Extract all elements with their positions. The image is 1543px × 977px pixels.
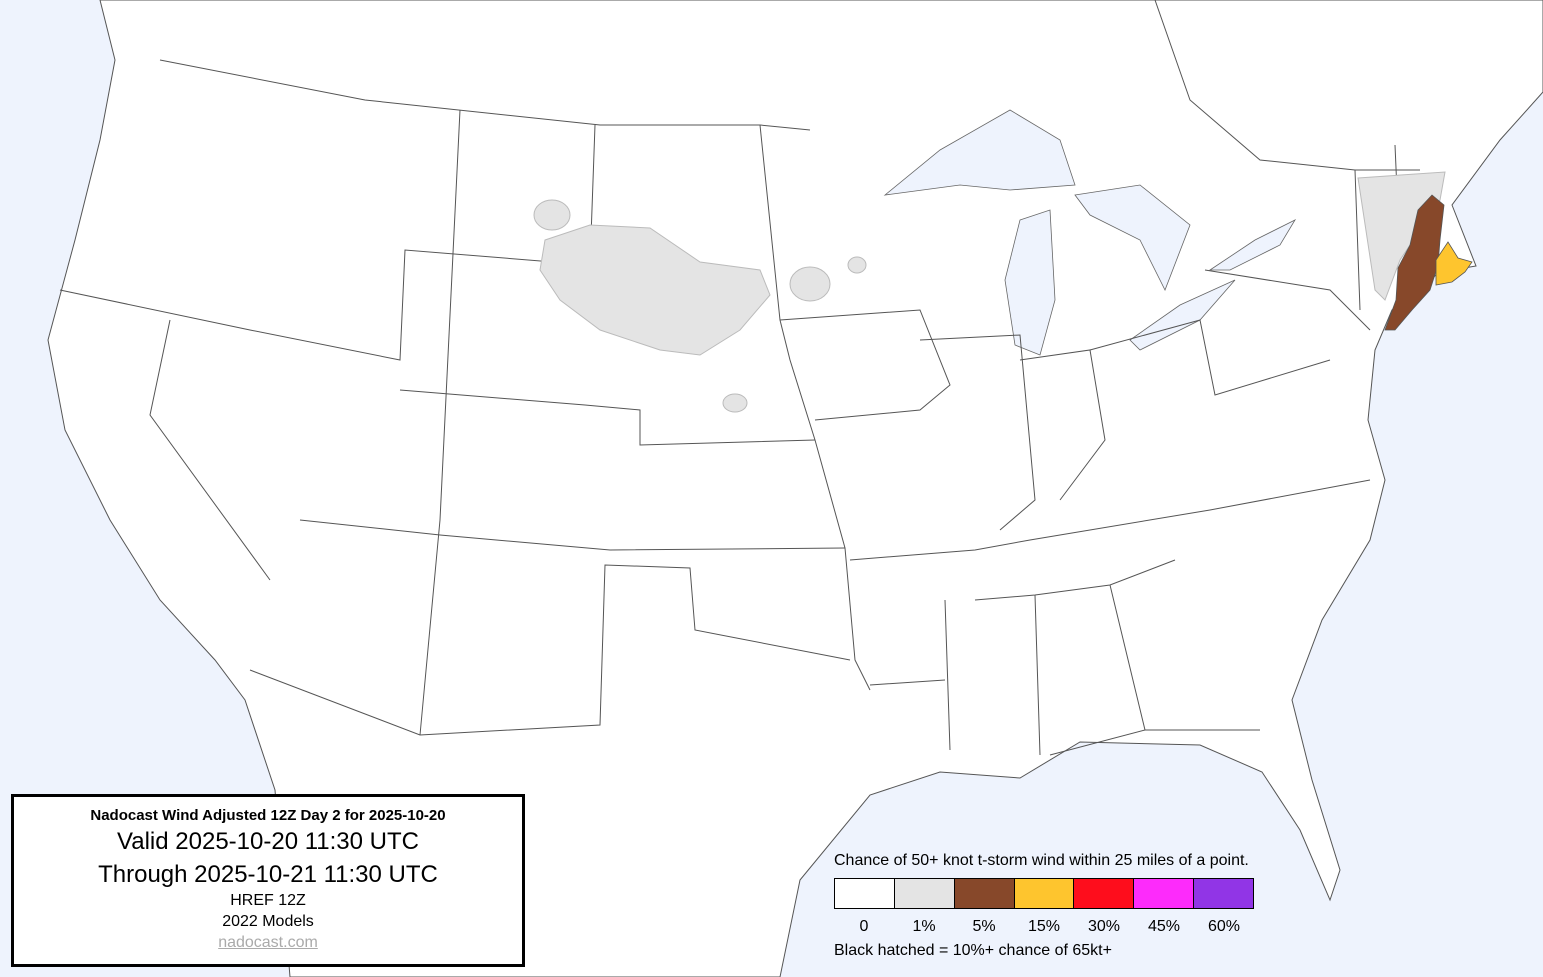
forecast-info-box: Nadocast Wind Adjusted 12Z Day 2 for 202… — [11, 794, 525, 967]
legend-swatch — [1194, 879, 1254, 908]
valid-time: Valid 2025-10-20 11:30 UTC — [117, 828, 419, 855]
legend-swatch — [1014, 879, 1075, 908]
legend-note: Black hatched = 10%+ chance of 65kt+ — [834, 942, 1112, 959]
legend-label: 1% — [912, 918, 936, 935]
legend-labels: 0 1% 5% 15% 30% 45% 60% — [834, 918, 1254, 936]
nadocast-link[interactable]: nadocast.com — [218, 934, 318, 951]
legend-swatch — [894, 879, 955, 908]
forecast-title: Nadocast Wind Adjusted 12Z Day 2 for 202… — [90, 807, 446, 824]
legend: Chance of 50+ knot t-storm wind within 2… — [834, 852, 1254, 960]
great-lakes — [883, 109, 1297, 356]
legend-swatch — [1134, 879, 1195, 908]
model-version: 2022 Models — [222, 913, 314, 930]
through-time: Through 2025-10-21 11:30 UTC — [98, 861, 438, 888]
legend-swatch — [1074, 879, 1135, 908]
probability-5pct — [1384, 194, 1445, 331]
legend-label: 0 — [859, 918, 869, 935]
legend-label: 5% — [972, 918, 996, 935]
legend-swatch — [954, 879, 1015, 908]
legend-label: 45% — [1147, 918, 1181, 935]
legend-color-bar — [834, 878, 1254, 909]
probability-15pct — [1435, 241, 1473, 286]
model-run: HREF 12Z — [230, 892, 306, 909]
legend-swatch — [835, 879, 895, 908]
legend-title: Chance of 50+ knot t-storm wind within 2… — [834, 852, 1249, 869]
legend-label: 60% — [1207, 918, 1241, 935]
state-borders — [59, 0, 1420, 756]
legend-label: 30% — [1087, 918, 1121, 935]
legend-label: 15% — [1027, 918, 1061, 935]
